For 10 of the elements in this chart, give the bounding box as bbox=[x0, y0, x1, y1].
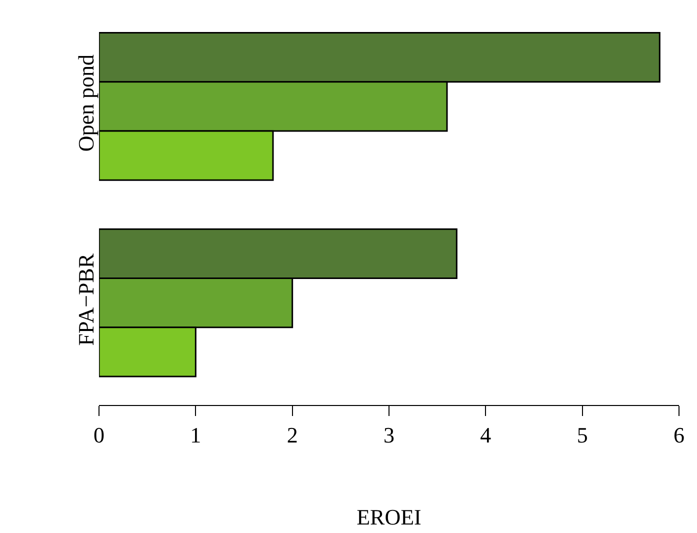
x-tick-label: 0 bbox=[94, 422, 104, 448]
x-tick-label: 1 bbox=[190, 422, 202, 448]
x-tick-label: 2 bbox=[286, 422, 298, 448]
y-tick-label: Open pond bbox=[74, 54, 99, 152]
x-tick-label: 4 bbox=[480, 422, 492, 448]
x-axis-title: EROEI bbox=[356, 504, 422, 530]
y-tick-label: FPA−PBR bbox=[74, 253, 99, 346]
x-tick-label: 5 bbox=[576, 422, 588, 448]
x-tick-label: 3 bbox=[384, 422, 394, 448]
x-tick-label: 6 bbox=[674, 422, 684, 448]
